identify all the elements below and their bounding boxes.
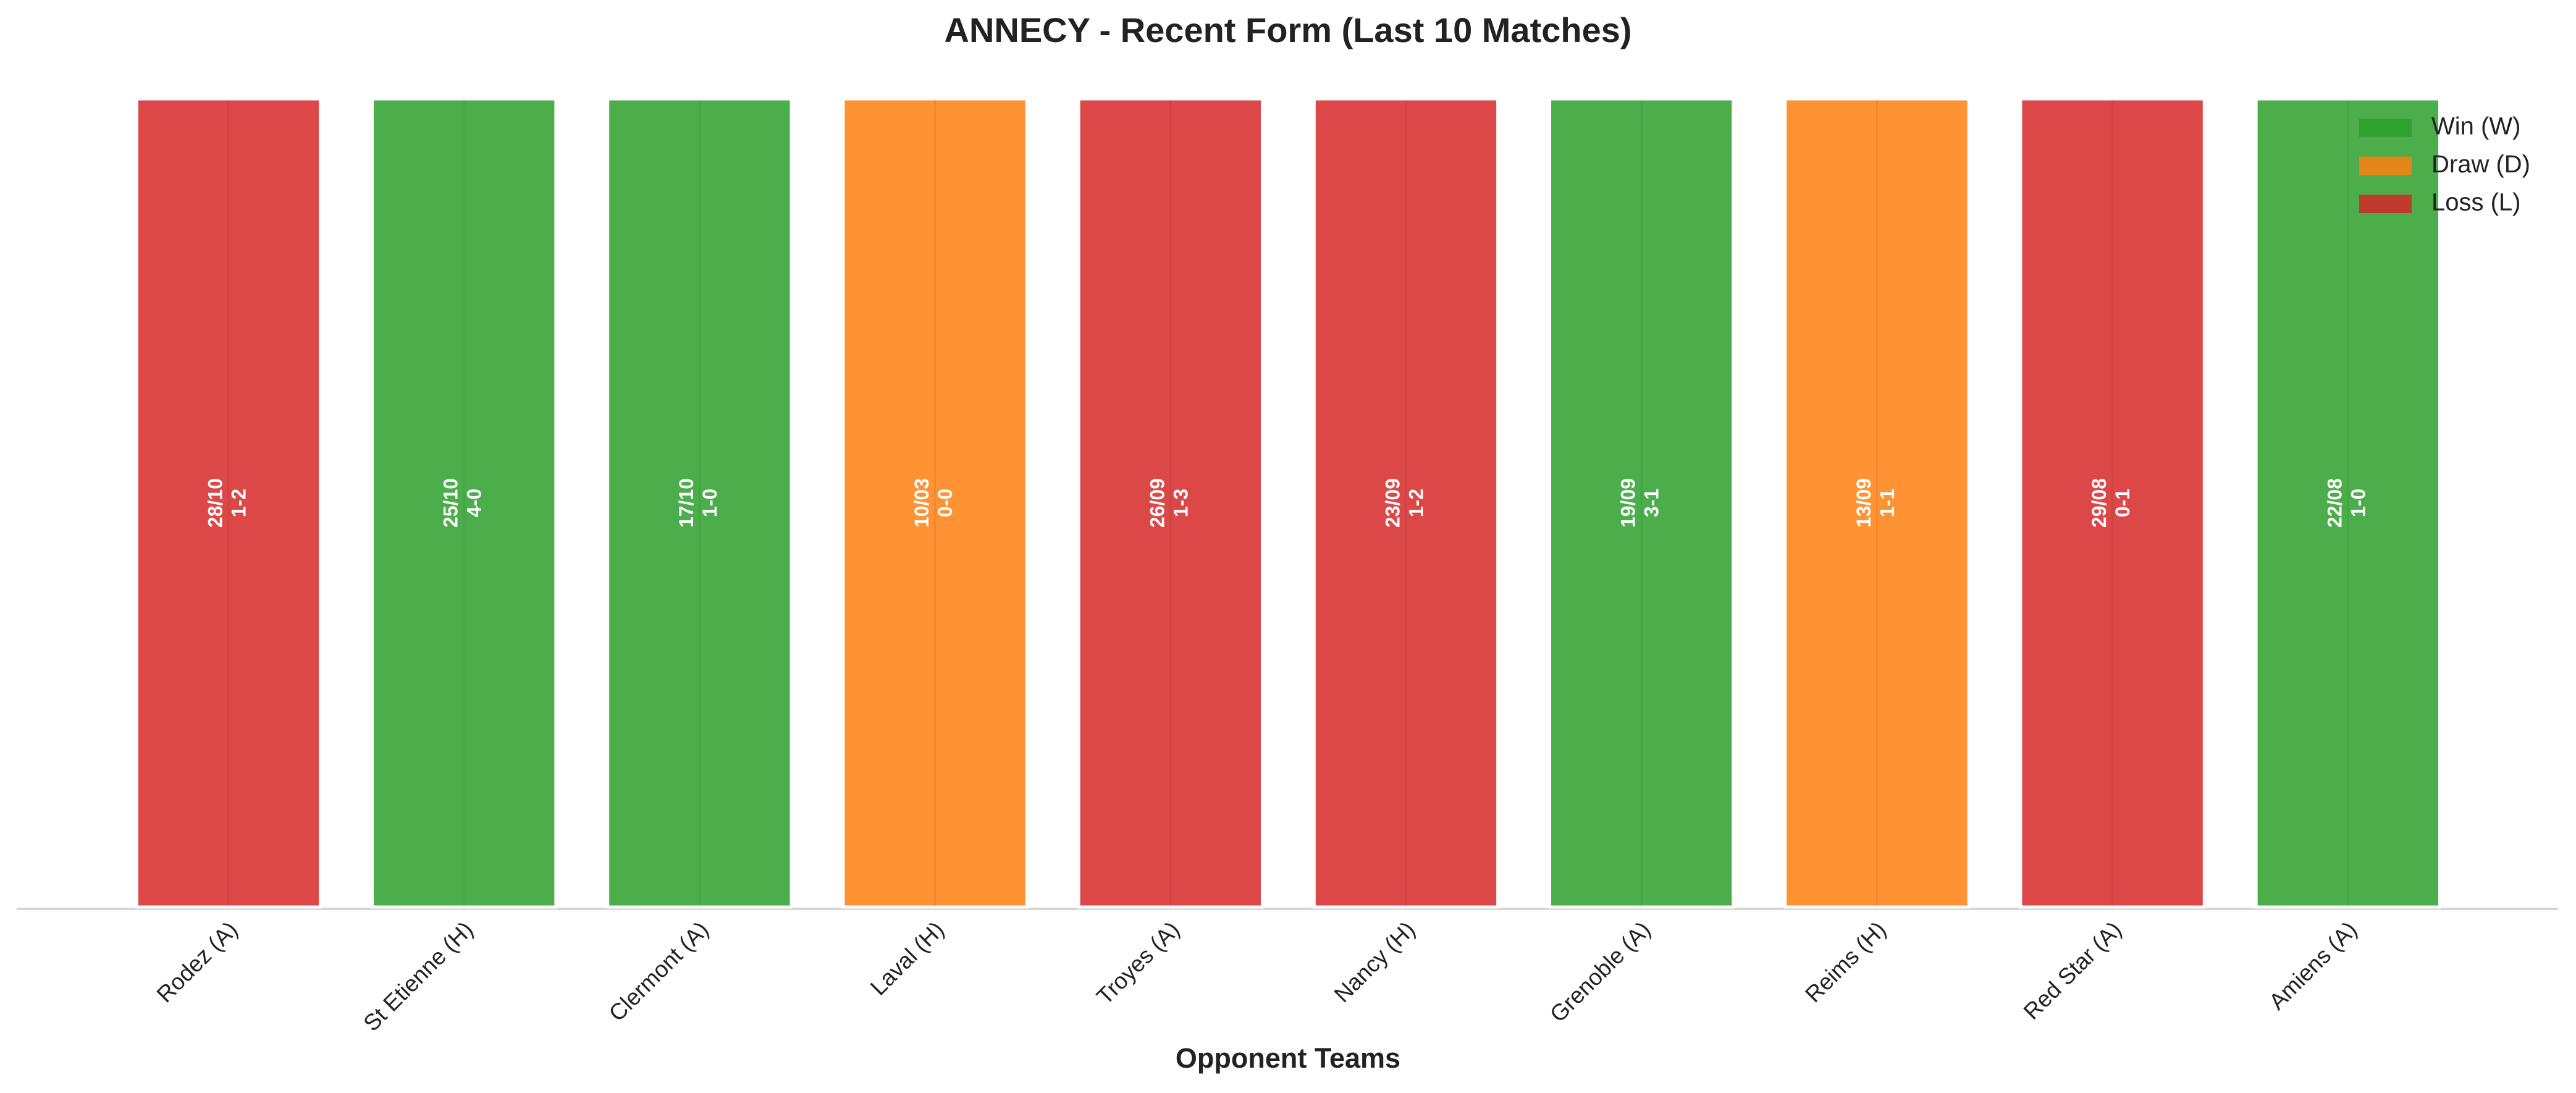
bar-date-label: 29/08 (2088, 478, 2110, 528)
bar-date-label: 26/09 (1146, 478, 1168, 528)
x-tick-label: Grenoble (A) (1545, 917, 1656, 1028)
legend-swatch (2359, 156, 2412, 175)
bar (135, 97, 322, 909)
bar (1077, 97, 1264, 909)
bar (371, 97, 558, 909)
x-tick-label: Clermont (A) (604, 917, 713, 1026)
x-tick-label: Rodez (A) (152, 917, 243, 1008)
legend-swatch (2359, 195, 2412, 213)
x-tick-label: St Etienne (H) (358, 917, 478, 1036)
legend-label: Loss (L) (2431, 189, 2521, 216)
bar-date-label: 28/10 (204, 478, 226, 528)
bar (606, 97, 793, 909)
bar-date-label: 25/10 (440, 478, 462, 528)
bar-score-label: 0-0 (934, 489, 956, 517)
x-tick-label: Laval (H) (865, 917, 949, 1000)
bar-date-label: 17/10 (675, 478, 697, 528)
bar-score-label: 1-3 (1169, 489, 1192, 517)
bar-score-label: 0-1 (2111, 489, 2134, 517)
bar-date-label: 19/09 (1617, 478, 1639, 528)
bar-score-label: 1-1 (1876, 489, 1898, 517)
x-tick-label: Amiens (A) (2264, 917, 2362, 1015)
bar-score-label: 1-0 (2347, 489, 2369, 517)
x-tick-label: Red Star (A) (2019, 917, 2126, 1024)
x-axis-label: Opponent Teams (1176, 1042, 1400, 1074)
bar-score-label: 4-0 (463, 489, 486, 517)
bar (841, 97, 1029, 909)
bar (1312, 97, 1500, 909)
legend-swatch (2359, 119, 2412, 137)
bar (1548, 97, 1735, 909)
bar (2254, 97, 2441, 909)
legend-label: Draw (D) (2431, 151, 2530, 178)
bar-score-label: 1-0 (699, 489, 721, 517)
bar-date-label: 10/03 (911, 478, 933, 528)
chart-title: ANNECY - Recent Form (Last 10 Matches) (945, 11, 1632, 49)
bar-date-label: 13/09 (1853, 478, 1875, 528)
x-tick-label: Troyes (A) (1092, 917, 1184, 1010)
x-tick-label: Reims (H) (1800, 917, 1891, 1008)
bar-date-label: 23/09 (1381, 478, 1404, 528)
bar (2019, 97, 2206, 909)
legend-label: Win (W) (2431, 113, 2520, 140)
bar-score-label: 3-1 (1641, 489, 1663, 517)
bar-score-label: 1-2 (227, 489, 250, 517)
bar-score-label: 1-2 (1405, 489, 1427, 517)
bar-date-label: 22/08 (2323, 478, 2346, 528)
x-tick-label: Nancy (H) (1329, 917, 1420, 1008)
bar (1783, 97, 1971, 909)
